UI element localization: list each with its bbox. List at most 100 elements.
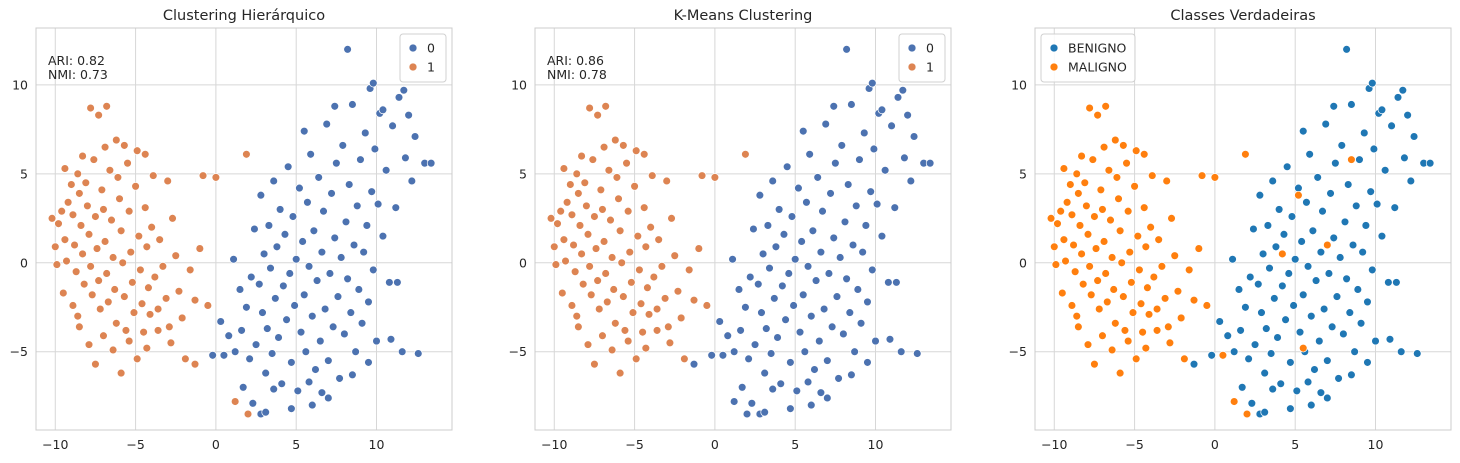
scatter-point	[1210, 173, 1220, 182]
metric-annotation: NMI: 0.78	[547, 67, 607, 82]
scatter-point	[299, 290, 309, 300]
scatter-point	[261, 368, 270, 378]
scatter-point	[856, 319, 866, 328]
scatter-point	[1189, 295, 1199, 305]
scatter-point	[171, 251, 180, 260]
scatter-point	[52, 260, 62, 269]
scatter-point	[1311, 276, 1321, 285]
scatter-point	[94, 110, 103, 120]
scatter-point	[116, 368, 126, 378]
scatter-point	[758, 249, 768, 259]
scatter-point	[229, 254, 238, 264]
scatter-point	[351, 347, 360, 356]
legend-label: MALIGNO	[1068, 60, 1127, 75]
scatter-point	[1086, 290, 1096, 300]
scatter-point	[105, 166, 115, 175]
scatter-point	[361, 128, 370, 138]
scatter-point	[561, 256, 570, 266]
scatter-point	[625, 247, 635, 257]
scatter-point	[694, 244, 704, 253]
scatter-point	[84, 340, 94, 349]
scatter-point	[1316, 388, 1326, 397]
scatter-point	[1146, 222, 1155, 232]
scatter-point	[741, 150, 750, 159]
scatter-point	[1348, 240, 1358, 250]
scatter-point	[1123, 206, 1133, 216]
scatter-point	[802, 198, 811, 207]
scatter-point	[824, 269, 834, 278]
scatter-point	[124, 336, 134, 346]
scatter-point	[848, 240, 858, 250]
scatter-point	[794, 183, 803, 193]
scatter-point	[1331, 158, 1340, 168]
scatter-point	[766, 349, 776, 358]
scatter-point	[1046, 214, 1056, 223]
scatter-point	[773, 333, 782, 342]
x-tick-label: 5	[292, 437, 300, 452]
scatter-point	[60, 164, 70, 173]
scatter-point	[369, 265, 378, 275]
scatter-point	[100, 142, 110, 152]
scatter-point	[1266, 349, 1276, 358]
scatter-point	[606, 215, 615, 225]
scatter-point	[631, 354, 641, 364]
legend-label: BENIGNO	[1068, 41, 1127, 56]
scatter-point	[631, 146, 641, 155]
scatter-point	[139, 327, 148, 337]
scatter-point	[741, 303, 750, 312]
scatter-point	[287, 404, 296, 413]
scatter-point	[79, 279, 89, 289]
scatter-point	[803, 262, 813, 271]
legend-label: 0	[427, 41, 435, 56]
scatter-point	[550, 242, 559, 252]
scatter-point	[1371, 336, 1380, 346]
scatter-point	[185, 265, 195, 275]
scatter-point	[319, 206, 328, 216]
scatter-point	[346, 308, 356, 317]
scatter-point	[410, 132, 420, 141]
scatter-point	[272, 242, 282, 252]
scatter-point	[327, 189, 336, 198]
scatter-point	[1363, 358, 1372, 367]
scatter-point	[1276, 379, 1285, 389]
scatter-point	[744, 354, 753, 364]
scatter-point	[795, 327, 805, 337]
scatter-point	[1286, 358, 1295, 367]
scatter-point	[1368, 78, 1377, 88]
scatter-point	[1223, 331, 1232, 340]
scatter-point	[142, 242, 152, 252]
scatter-point	[145, 310, 155, 319]
scatter-point	[1072, 169, 1082, 179]
scatter-point	[880, 166, 890, 175]
scatter-point	[1160, 294, 1170, 303]
scatter-point	[729, 347, 739, 356]
scatter-point	[636, 299, 646, 308]
scatter-point	[54, 219, 63, 228]
scatter-point	[393, 278, 402, 287]
scatter-point	[1148, 171, 1157, 180]
series-benigno	[1189, 45, 1435, 419]
y-tick-label: −5	[1009, 344, 1027, 359]
scatter-point	[1122, 158, 1131, 168]
scatter-point	[67, 180, 76, 189]
scatter-point	[1377, 105, 1387, 115]
scatter-point	[1368, 265, 1377, 275]
scatter-point	[641, 242, 651, 252]
scatter-point	[1263, 221, 1273, 230]
scatter-point	[654, 235, 663, 244]
scatter-point	[293, 386, 303, 396]
scatter-point	[108, 345, 118, 355]
scatter-point	[1334, 374, 1343, 383]
scatter-point	[1308, 226, 1318, 236]
scatter-point	[603, 297, 612, 307]
scatter-point	[577, 151, 586, 161]
scatter-point	[1069, 240, 1078, 250]
scatter-point	[316, 336, 325, 346]
scatter-point	[577, 249, 586, 259]
scatter-point	[580, 178, 590, 188]
scatter-point	[1107, 253, 1117, 262]
scatter-point	[158, 262, 168, 271]
scatter-point	[839, 329, 848, 339]
x-tick-label: 0	[212, 437, 220, 452]
